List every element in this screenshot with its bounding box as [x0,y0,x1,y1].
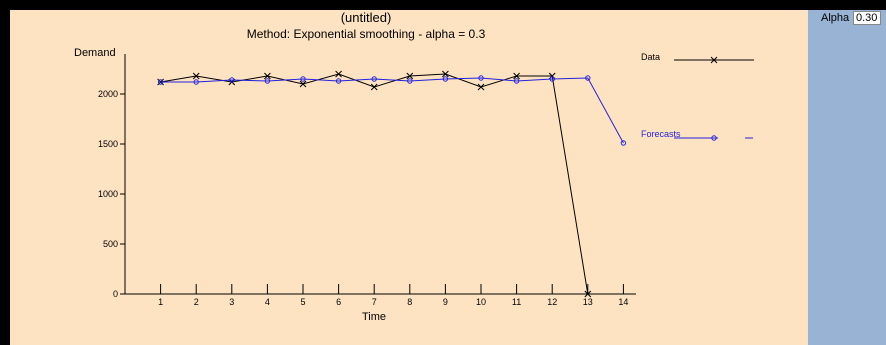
x-tick-label: 10 [476,297,486,307]
x-tick-label: 1 [158,297,163,307]
window-top-border [0,0,886,10]
x-tick-label: 2 [194,297,199,307]
y-tick-label: 2000 [98,89,118,99]
forecast-point [371,76,377,82]
data-point [264,72,271,80]
series-line-data [160,73,589,295]
x-tick-label: 11 [512,297,521,307]
y-axis-label: Demand [74,47,116,59]
x-tick-label: 12 [547,297,557,307]
x-tick-label: 8 [407,297,412,307]
forecast-point [620,140,627,146]
x-tick-label: 14 [618,297,628,307]
alpha-input[interactable] [853,11,881,25]
data-point [299,80,307,88]
x-tick-label: 4 [265,297,270,307]
y-tick-label: 500 [103,239,118,249]
x-tick-label: 9 [443,297,448,307]
legend: Data Forecasts [641,52,754,141]
forecast-point [513,78,520,84]
forecast-point [442,76,449,82]
line-chart: (untitled) Method: Exponential smoothing… [74,10,754,323]
forecast-point [300,76,306,82]
data-point [477,83,485,91]
x-tick-label: 13 [583,297,593,307]
forecast-point [264,78,271,84]
chart-title: (untitled) [341,10,392,25]
y-tick-label: 1500 [98,139,118,149]
y-tick-label: 0 [113,289,118,299]
alpha-label: Alpha [821,12,850,24]
forecast-point [585,75,591,81]
x-tick-label: 7 [372,297,377,307]
legend-marker-data [710,56,718,64]
legend-marker-forecasts [711,135,717,141]
forecast-point [478,75,484,81]
legend-label-forecasts: Forecasts [641,129,681,139]
legend-label-data: Data [641,52,660,62]
x-tick-label: 3 [229,297,234,307]
side-panel [808,10,886,345]
y-tick-label: 1000 [98,189,118,199]
forecast-point [335,78,342,84]
data-point [442,70,449,78]
forecast-point [407,78,413,84]
data-point [584,290,592,298]
chart-subtitle: Method: Exponential smoothing - alpha = … [247,27,486,41]
x-tick-label: 5 [300,297,305,307]
window-left-border [0,0,10,345]
x-tick-label: 6 [336,297,341,307]
forecast-point [157,79,164,85]
data-point [513,72,520,80]
forecast-point [549,76,555,82]
data-point [406,72,414,80]
series-line-forecasts [160,77,624,144]
data-point [335,70,342,78]
data-point [370,83,378,91]
data-point [192,72,200,80]
forecast-point [229,77,235,83]
x-axis-label: Time [362,311,386,323]
forecast-point [193,79,199,85]
